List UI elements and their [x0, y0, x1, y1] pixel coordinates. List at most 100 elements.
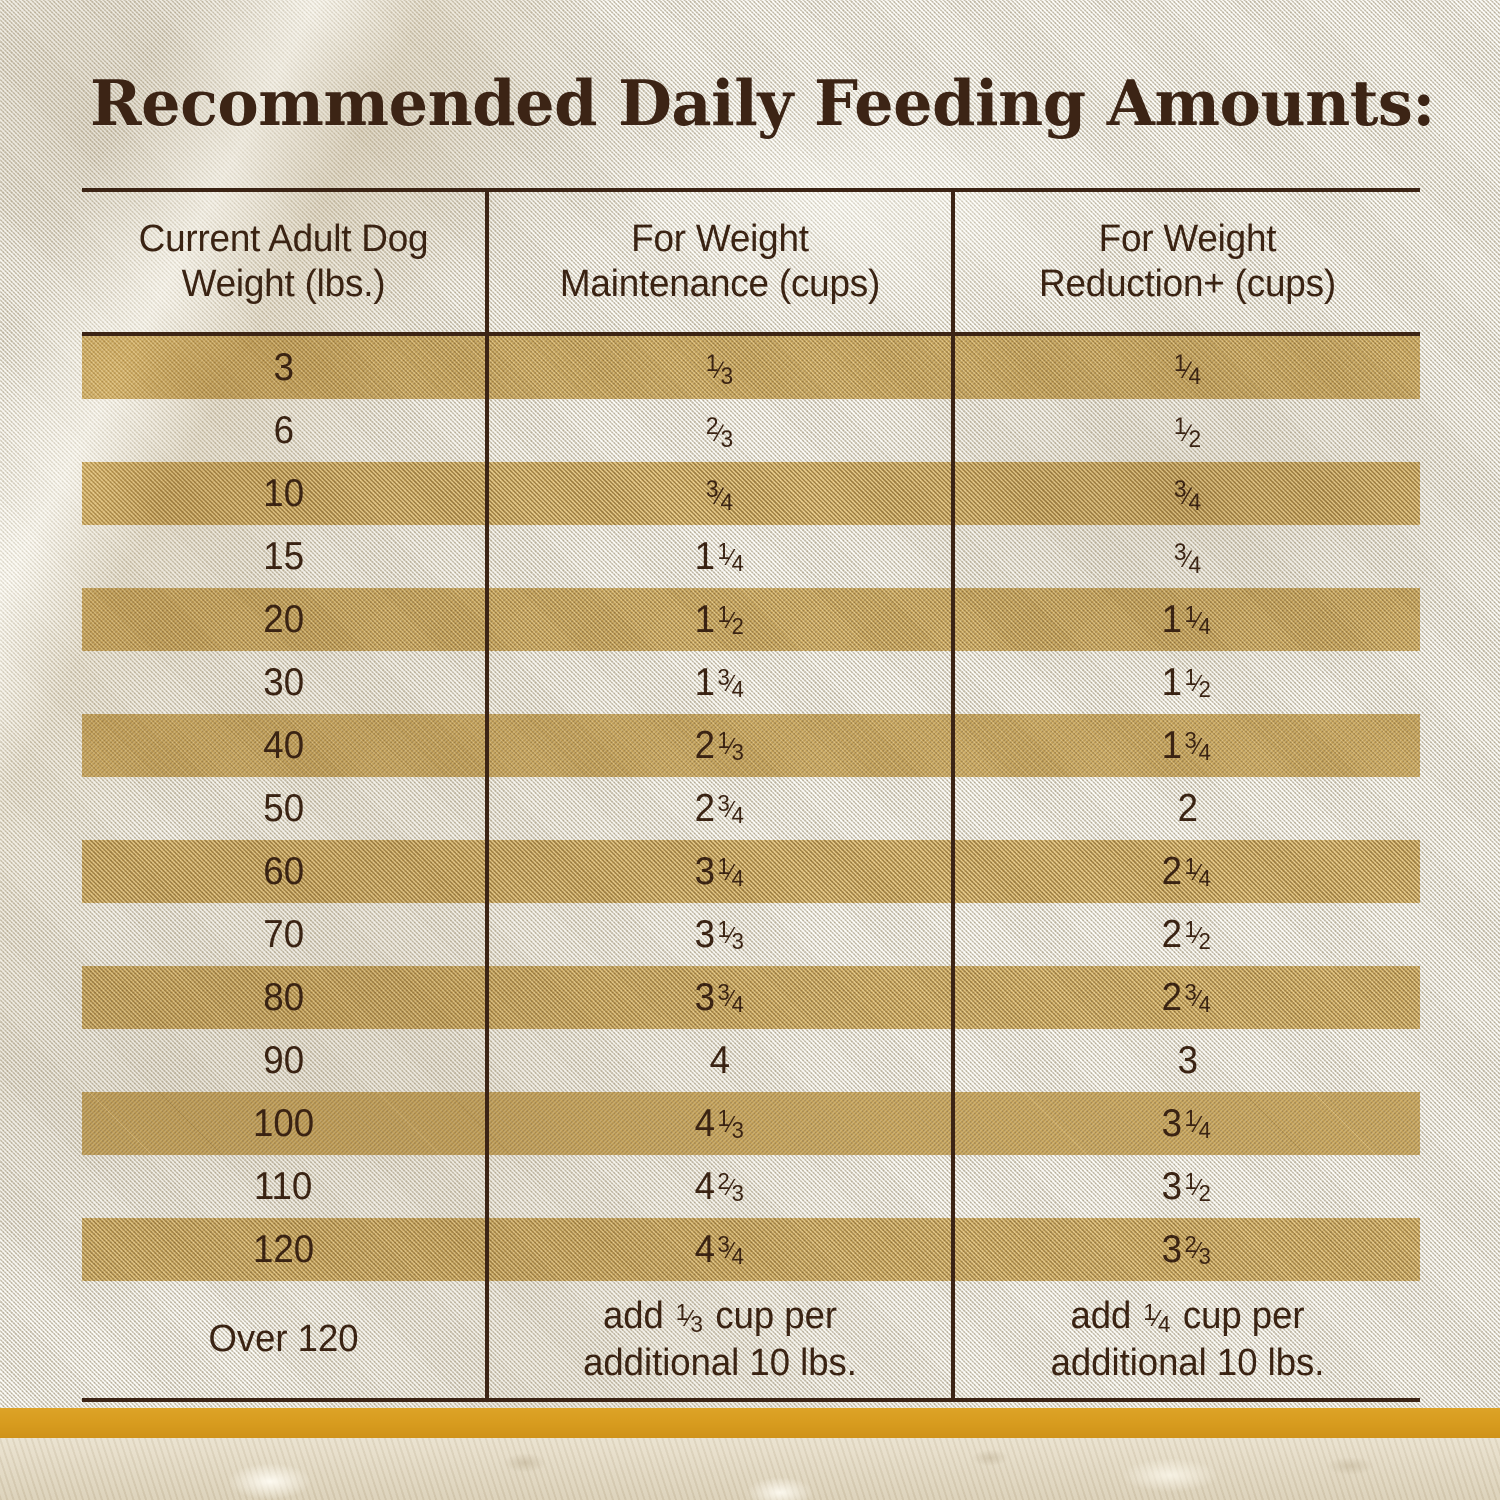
- fraction-glyph: 3⁄4: [1173, 539, 1201, 579]
- fraction-glyph: 1⁄4: [1184, 852, 1212, 891]
- cell-reduction: 11⁄4: [951, 588, 1420, 651]
- cell-maintenance-value: 42⁄3: [694, 1167, 745, 1206]
- table-row: 50 23⁄4 2: [82, 777, 1420, 840]
- fraction-glyph: 1⁄4: [1143, 1298, 1171, 1337]
- cell-weight: 70: [82, 903, 487, 966]
- bottom-accent-bar: [0, 1408, 1500, 1438]
- table-row: 10 3⁄4 3⁄4: [82, 462, 1420, 525]
- cell-weight-value: 50: [263, 787, 304, 830]
- fraction-glyph: 1⁄3: [717, 915, 744, 954]
- cell-maintenance-value: 31⁄3: [694, 915, 745, 954]
- feeding-table-wrapper: Current Adult Dog Weight (lbs.) For Weig…: [82, 188, 1420, 1402]
- cell-maintenance: 11⁄4: [485, 525, 953, 588]
- cell-reduction: 32⁄3: [951, 1218, 1420, 1281]
- column-header-weight: Current Adult Dog Weight (lbs.): [82, 188, 487, 336]
- cell-maintenance: 33⁄4: [485, 966, 953, 1029]
- table-row: 80 33⁄4 23⁄4: [82, 966, 1420, 1029]
- table-row: 20 11⁄2 11⁄4: [82, 588, 1420, 651]
- table-body: 3 1⁄3 1⁄4 6 2⁄3 1⁄2 10 3⁄4 3⁄4 15 11⁄4 3⁄4 20 11⁄2 11⁄…: [82, 334, 1420, 1402]
- column-header-weight-line2: Weight (lbs.): [181, 263, 386, 305]
- fraction-glyph: 3⁄4: [717, 663, 744, 702]
- fraction-glyph: 1⁄2: [717, 600, 744, 639]
- cell-reduction-value: 32⁄3: [1162, 1230, 1213, 1269]
- cell-weight-value: 80: [263, 976, 304, 1019]
- fraction-glyph: 3⁄4: [1173, 476, 1201, 516]
- cell-reduction: 31⁄2: [951, 1155, 1420, 1218]
- cell-weight-value: 20: [263, 598, 304, 641]
- cell-weight: 100: [82, 1092, 487, 1155]
- table-row: 15 11⁄4 3⁄4: [82, 525, 1420, 588]
- fraction-glyph: 3⁄4: [1184, 978, 1212, 1017]
- cell-maintenance: 31⁄4: [485, 840, 953, 903]
- cell-weight: 15: [82, 525, 487, 588]
- fraction-glyph: 1⁄2: [1184, 915, 1212, 954]
- column-header-reduction-line1: For Weight: [1098, 218, 1277, 261]
- fraction-glyph: 3⁄4: [717, 789, 744, 828]
- cell-weight: 20: [82, 588, 487, 651]
- bottom-stone-band: [0, 1438, 1500, 1500]
- cell-reduction-value: 21⁄4: [1162, 852, 1213, 891]
- cell-reduction-over: add 1⁄4 cup per additional 10 lbs.: [951, 1281, 1420, 1402]
- cell-reduction: 3⁄4: [951, 525, 1420, 588]
- fraction-glyph: 1⁄3: [675, 1298, 703, 1337]
- cell-maintenance: 23⁄4: [485, 777, 953, 840]
- cell-maintenance-value: 11⁄2: [694, 600, 745, 639]
- cell-weight: 6: [82, 399, 487, 462]
- cell-maintenance: 31⁄3: [485, 903, 953, 966]
- cell-weight-value: 15: [263, 535, 304, 578]
- table-row: 120 43⁄4 32⁄3: [82, 1218, 1420, 1281]
- table-row: 30 13⁄4 11⁄2: [82, 651, 1420, 714]
- cell-reduction-value: 1⁄4: [1172, 348, 1203, 389]
- cell-maintenance: 11⁄2: [485, 588, 953, 651]
- cell-maintenance: 21⁄3: [485, 714, 953, 777]
- cell-weight-value: 3: [273, 346, 294, 389]
- cell-maintenance: 42⁄3: [485, 1155, 953, 1218]
- cell-weight-value: 10: [263, 472, 304, 515]
- cell-reduction-value: 3⁄4: [1172, 474, 1203, 516]
- cell-weight: 110: [82, 1155, 487, 1218]
- fraction-glyph: 3⁄4: [1184, 726, 1212, 765]
- cell-weight: 90: [82, 1029, 487, 1092]
- cell-maintenance-value: 43⁄4: [694, 1230, 745, 1269]
- cell-reduction-value: 31⁄4: [1162, 1104, 1213, 1143]
- fraction-glyph: 3⁄4: [717, 978, 744, 1017]
- column-header-reduction: For Weight Reduction+ (cups): [951, 188, 1420, 336]
- cell-reduction-value: 3⁄4: [1172, 537, 1203, 579]
- cell-maintenance: 43⁄4: [485, 1218, 953, 1281]
- cell-maintenance: 41⁄3: [485, 1092, 953, 1155]
- cell-weight: 10: [82, 462, 487, 525]
- cell-weight: 120: [82, 1218, 487, 1281]
- fraction-glyph: 1⁄4: [1184, 1104, 1212, 1143]
- cell-maintenance-value: 21⁄3: [694, 726, 745, 765]
- cell-reduction-value: 21⁄2: [1162, 915, 1213, 954]
- cell-reduction-value: 3: [1177, 1039, 1198, 1082]
- fraction-glyph: 1⁄4: [717, 537, 744, 576]
- page-title: Recommended Daily Feeding Amounts:: [90, 66, 1435, 140]
- column-header-maintenance-line2: Maintenance (cups): [559, 263, 881, 305]
- fraction-glyph: 2⁄3: [1184, 1230, 1212, 1269]
- cell-reduction: 3: [951, 1029, 1420, 1092]
- cell-weight: 50: [82, 777, 487, 840]
- cell-reduction-value: 11⁄2: [1162, 663, 1213, 702]
- cell-maintenance: 13⁄4: [485, 651, 953, 714]
- table-row-over-limit: Over 120 add 1⁄3 cup per additional 10 lbs…: [82, 1281, 1420, 1402]
- table-row: 70 31⁄3 21⁄2: [82, 903, 1420, 966]
- column-header-maintenance: For Weight Maintenance (cups): [485, 188, 953, 336]
- fraction-glyph: 1⁄2: [1184, 1167, 1212, 1206]
- cell-maintenance-value: 31⁄4: [694, 852, 745, 891]
- fraction-glyph: 2⁄3: [717, 1167, 744, 1206]
- cell-maintenance-value: 2⁄3: [704, 411, 735, 452]
- cell-weight-over-value: Over 120: [208, 1318, 359, 1361]
- cell-maintenance-value: 41⁄3: [694, 1104, 745, 1143]
- cell-weight: 30: [82, 651, 487, 714]
- cell-reduction-over-value: add 1⁄4 cup per additional 10 lbs.: [1050, 1295, 1325, 1384]
- cell-reduction: 23⁄4: [951, 966, 1420, 1029]
- cell-weight-value: 100: [252, 1102, 315, 1145]
- cell-weight-value: 70: [263, 913, 304, 956]
- cell-reduction: 2: [951, 777, 1420, 840]
- cell-maintenance-value: 23⁄4: [694, 789, 745, 828]
- fraction-glyph: 1⁄4: [1184, 600, 1212, 639]
- cell-maintenance-over-value: add 1⁄3 cup per additional 10 lbs.: [583, 1295, 857, 1384]
- column-header-maintenance-line1: For Weight: [631, 218, 809, 261]
